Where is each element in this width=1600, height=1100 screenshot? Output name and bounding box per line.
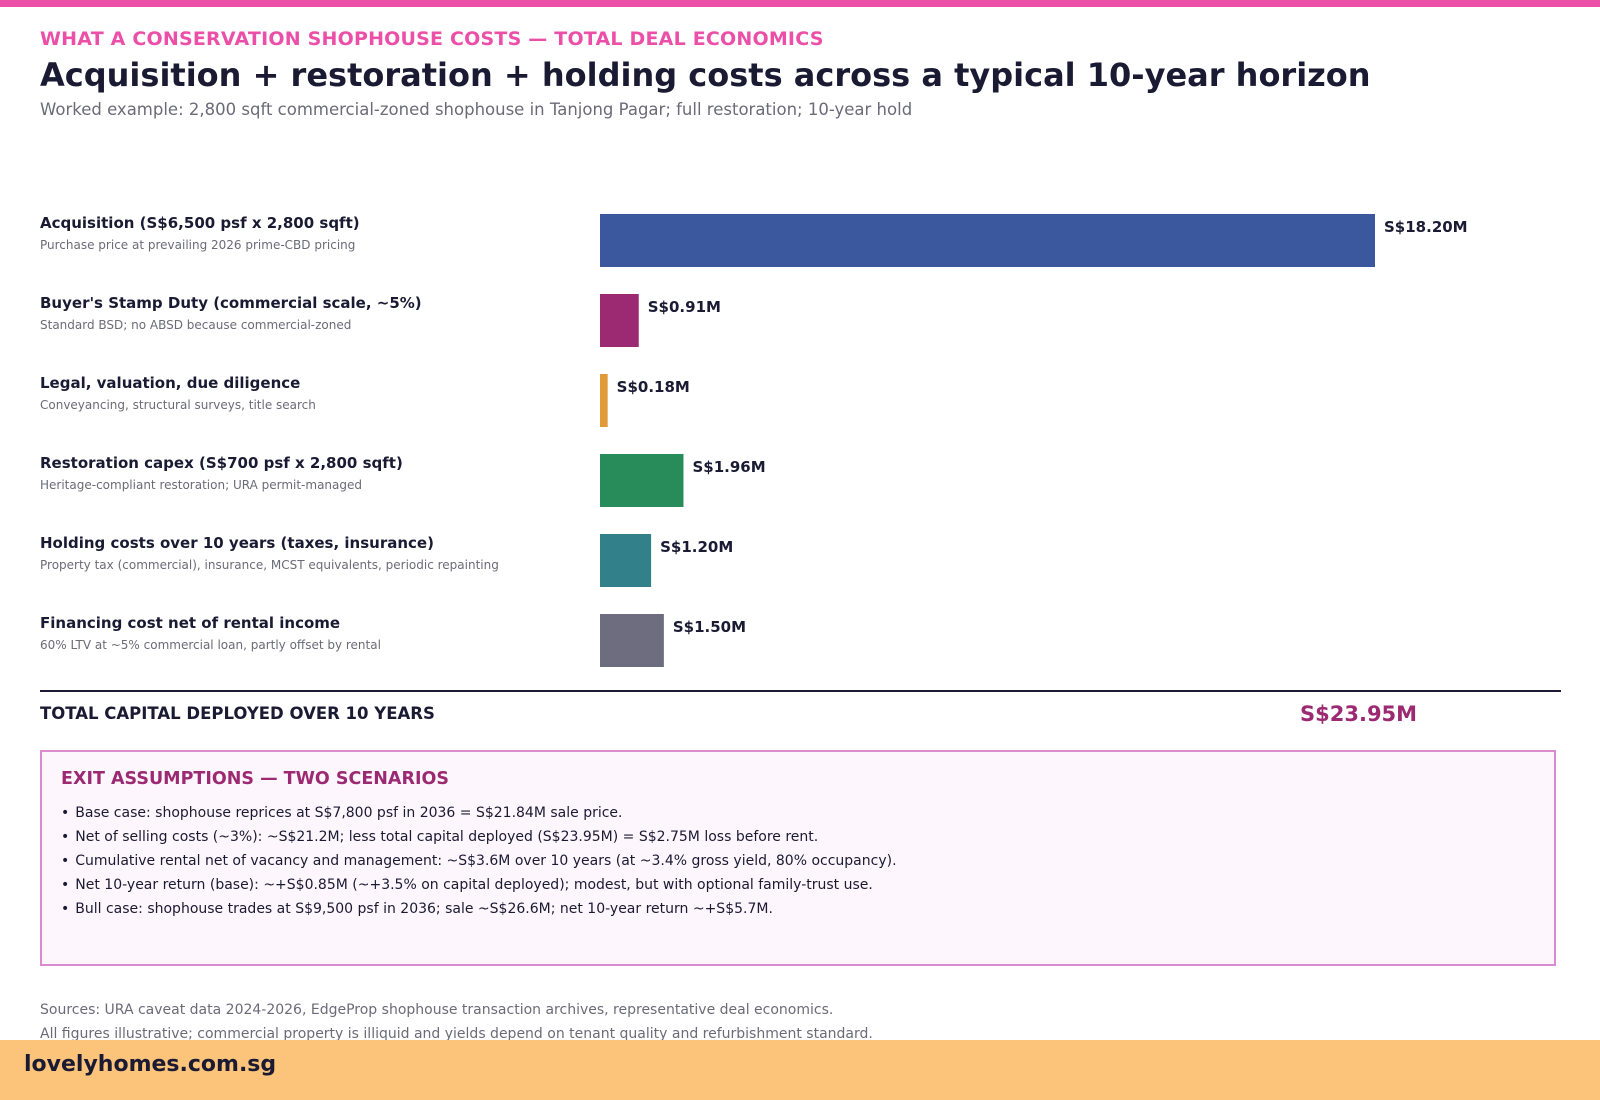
row-label-legal: Legal, valuation, due diligence Conveyan…	[40, 374, 560, 412]
row-title: Acquisition (S$6,500 psf x 2,800 sqft)	[40, 214, 360, 232]
bullet-icon: •	[61, 877, 70, 893]
row-label-financing: Financing cost net of rental income 60% …	[40, 614, 560, 652]
bullet-icon: •	[61, 901, 70, 917]
exit-item: • Net 10-year return (base): ~+S$0.85M (~…	[61, 873, 897, 897]
row-title: Holding costs over 10 years (taxes, insu…	[40, 534, 434, 552]
row-title: Financing cost net of rental income	[40, 614, 341, 632]
bar-value-label-1: S$0.91M	[648, 298, 721, 316]
exit-title: EXIT ASSUMPTIONS — TWO SCENARIOS	[61, 769, 449, 789]
bar-value-label-3: S$1.96M	[692, 458, 765, 476]
footer-bar: lovelyhomes.com.sg	[0, 1040, 1600, 1100]
exit-item-text: Bull case: shophouse trades at S$9,500 p…	[75, 901, 773, 917]
exit-item-text: Base case: shophouse reprices at S$7,800…	[75, 805, 623, 821]
bar-value-label-4: S$1.20M	[660, 538, 733, 556]
disclaimer-line: All figures illustrative; commercial pro…	[40, 1026, 873, 1042]
bar-value-label-5: S$1.50M	[673, 618, 746, 636]
bar-0	[600, 214, 1375, 267]
row-label-acquisition: Acquisition (S$6,500 psf x 2,800 sqft) P…	[40, 214, 560, 252]
cost-bar-chart: S$18.20M S$0.91M S$0.18M S$1.96M S$1.20M S$1.…	[600, 214, 1468, 667]
exit-list: • Base case: shophouse reprices at S$7,80…	[61, 801, 897, 921]
exit-item: • Net of selling costs (~3%): ~S$21.2M; l…	[61, 825, 897, 849]
total-label: TOTAL CAPITAL DEPLOYED OVER 10 YEARS	[40, 704, 435, 723]
sources-line: Sources: URA caveat data 2024-2026, Edge…	[40, 1002, 834, 1018]
total-value: S$23.95M	[1300, 702, 1418, 726]
exit-assumptions-panel: EXIT ASSUMPTIONS — TWO SCENARIOS • Base c…	[40, 750, 1556, 966]
row-description: Conveyancing, structural surveys, title …	[40, 398, 316, 412]
total-divider	[40, 690, 1561, 692]
row-description: 60% LTV at ~5% commercial loan, partly o…	[40, 638, 381, 652]
exit-item-text: Net of selling costs (~3%): ~S$21.2M; le…	[75, 829, 819, 845]
exit-item-text: Cumulative rental net of vacancy and man…	[75, 853, 897, 869]
kicker: WHAT A CONSERVATION SHOPHOUSE COSTS — TO…	[40, 28, 824, 50]
sources-note: Sources: URA caveat data 2024-2026, Edge…	[40, 998, 873, 1046]
bar-value-label-2: S$0.18M	[617, 378, 690, 396]
bar-1	[600, 294, 639, 347]
row-label-holding: Holding costs over 10 years (taxes, insu…	[40, 534, 560, 572]
row-description: Heritage-compliant restoration; URA perm…	[40, 478, 362, 492]
row-title: Restoration capex (S$700 psf x 2,800 sqf…	[40, 454, 403, 472]
row-title: Legal, valuation, due diligence	[40, 374, 301, 392]
bullet-icon: •	[61, 805, 70, 821]
bar-value-label-0: S$18.20M	[1384, 218, 1468, 236]
bar-3	[600, 454, 684, 507]
bullet-icon: •	[61, 853, 70, 869]
exit-item: • Cumulative rental net of vacancy and ma…	[61, 849, 897, 873]
row-label-restoration: Restoration capex (S$700 psf x 2,800 sqf…	[40, 454, 560, 492]
page-title: Acquisition + restoration + holding cost…	[40, 56, 1371, 94]
top-accent-stripe	[0, 0, 1600, 7]
exit-item-text: Net 10-year return (base): ~+S$0.85M (~+…	[75, 877, 873, 893]
bullet-icon: •	[61, 829, 70, 845]
bar-2	[600, 374, 608, 427]
exit-item: • Bull case: shophouse trades at S$9,500 …	[61, 897, 897, 921]
bar-5	[600, 614, 664, 667]
footer-brand: lovelyhomes.com.sg	[24, 1052, 277, 1077]
row-description: Standard BSD; no ABSD because commercial…	[40, 318, 352, 332]
exit-item: • Base case: shophouse reprices at S$7,80…	[61, 801, 897, 825]
bar-4	[600, 534, 652, 587]
row-description: Property tax (commercial), insurance, MC…	[40, 558, 499, 572]
row-description: Purchase price at prevailing 2026 prime-…	[40, 238, 356, 252]
row-title: Buyer's Stamp Duty (commercial scale, ~5…	[40, 294, 422, 312]
row-label-stamp-duty: Buyer's Stamp Duty (commercial scale, ~5…	[40, 294, 560, 332]
page-subtitle: Worked example: 2,800 sqft commercial-zo…	[40, 100, 913, 119]
